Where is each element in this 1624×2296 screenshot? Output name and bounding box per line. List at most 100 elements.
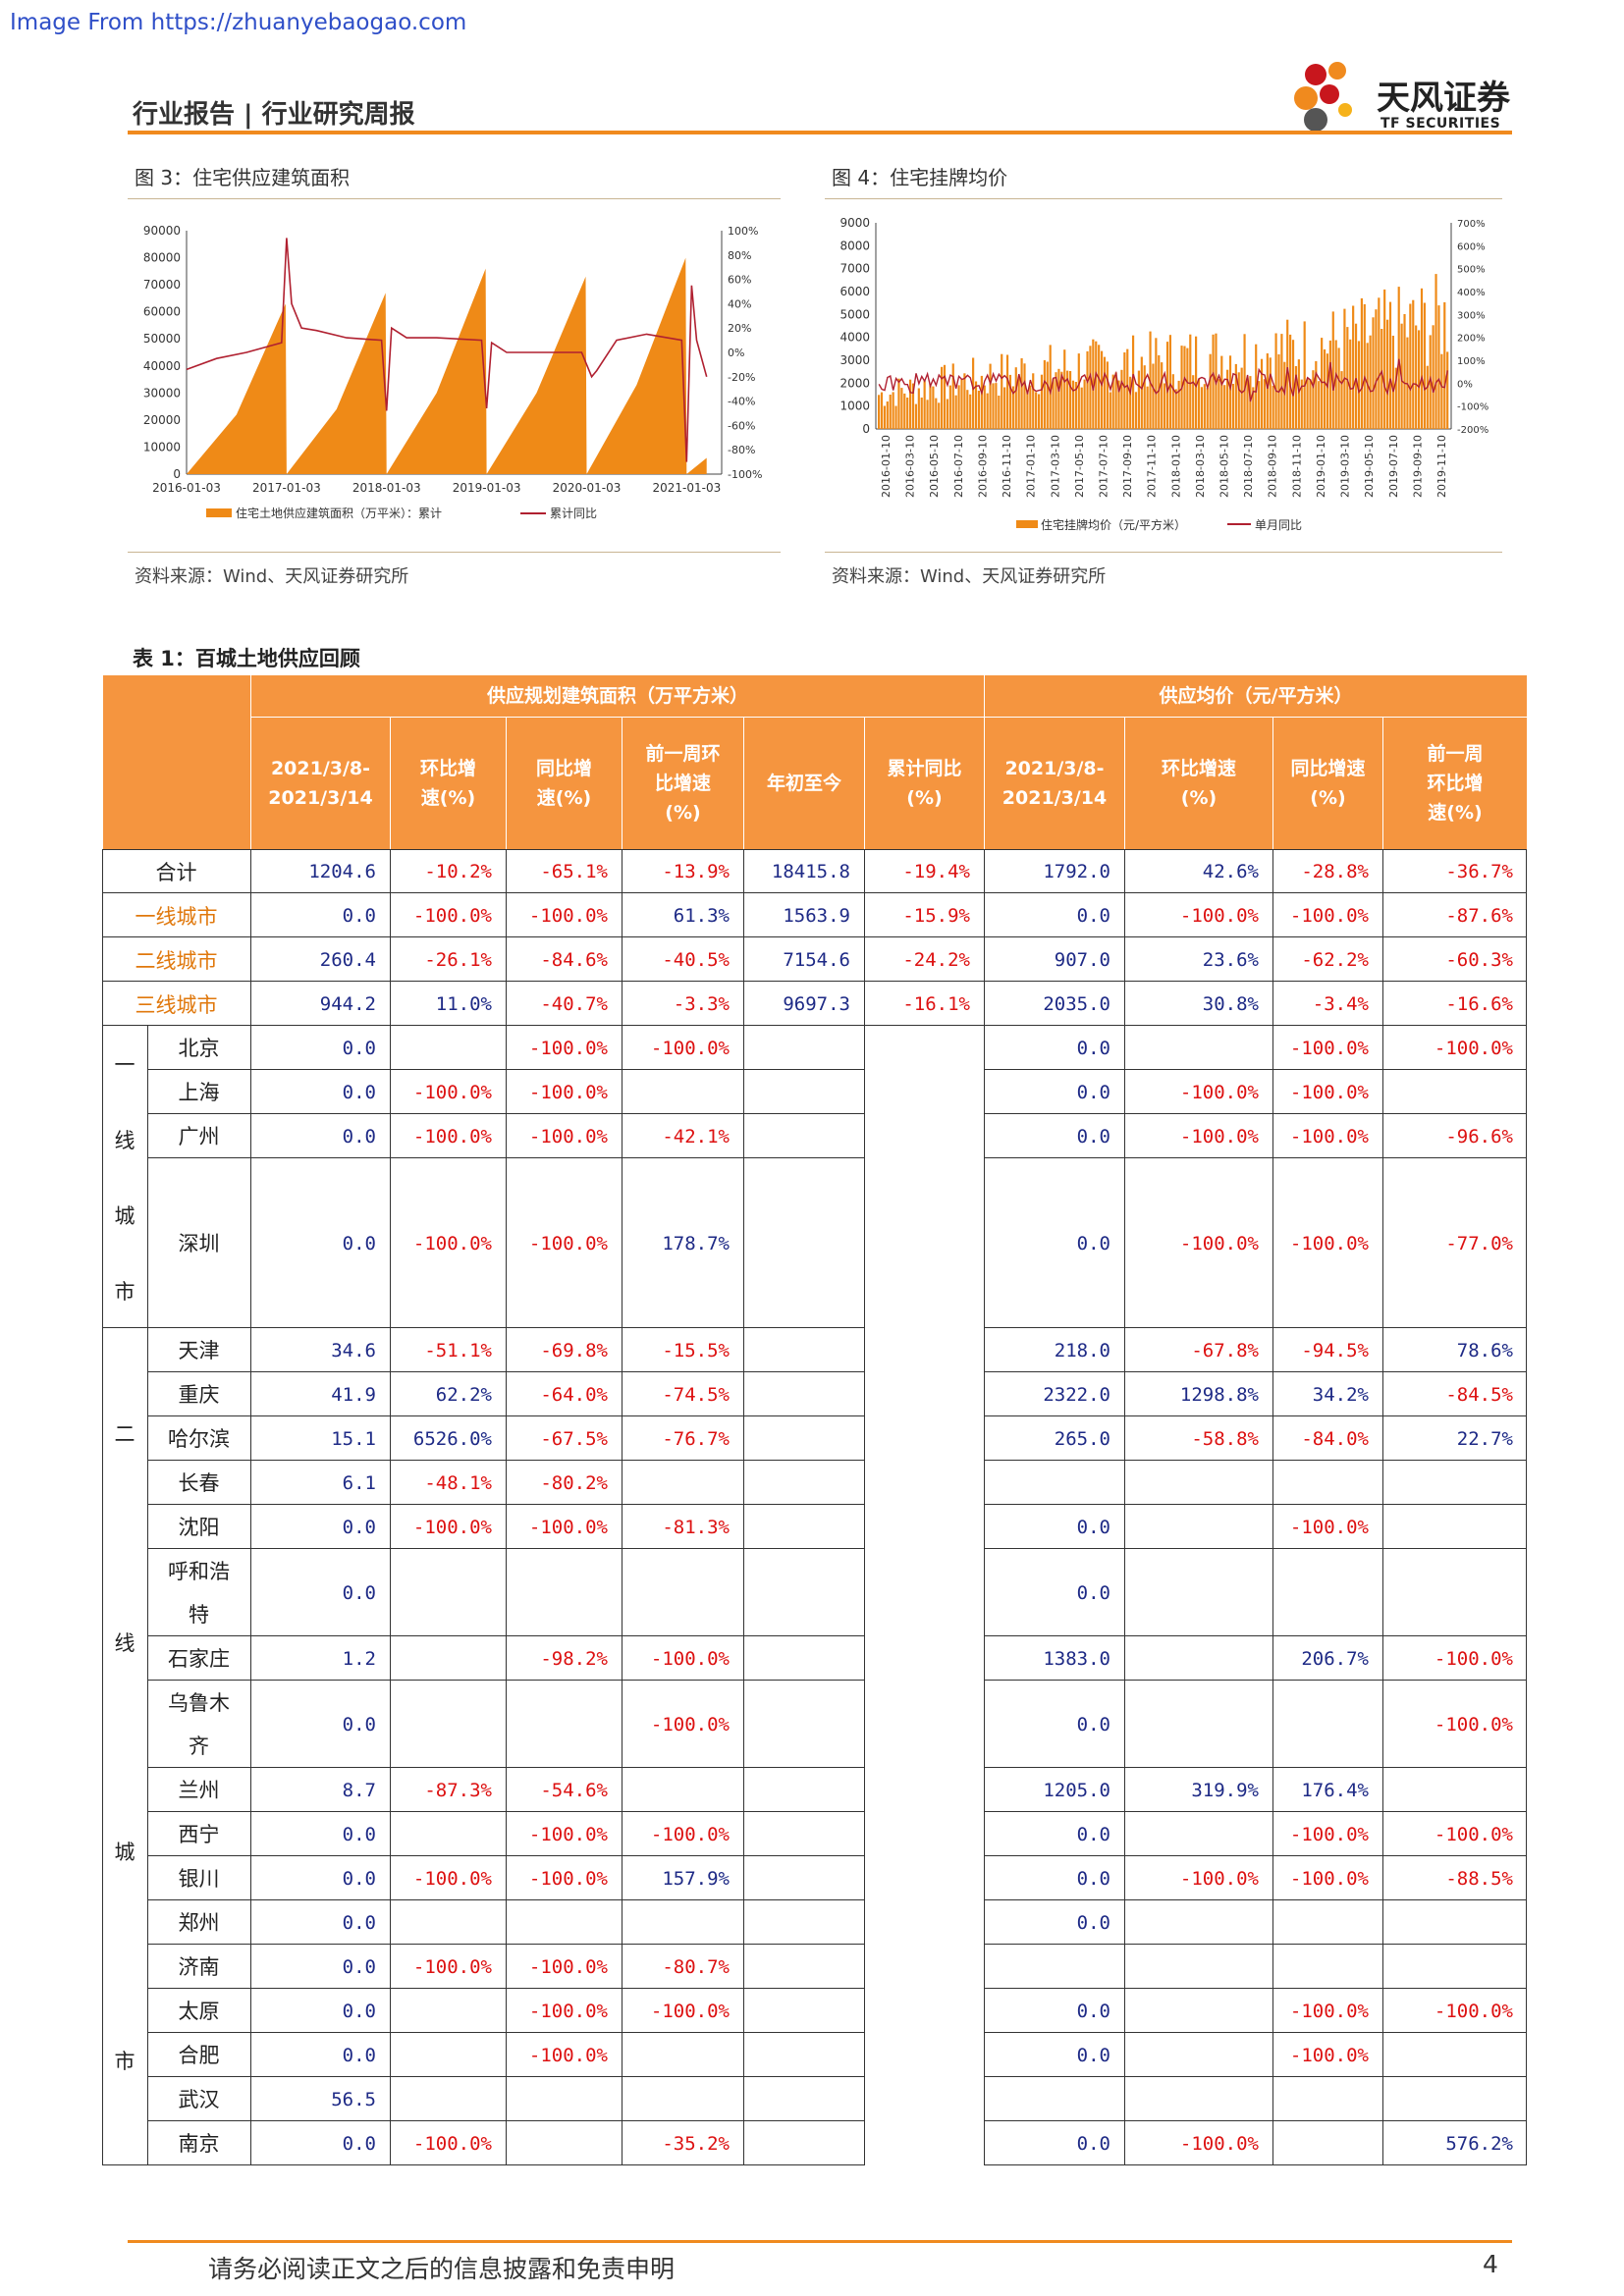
price-bar (1440, 353, 1443, 429)
header-group-supply-area: 供应规划建筑面积（万平方米） (250, 674, 984, 717)
row-rule (984, 1548, 1527, 1549)
price-bar (1237, 372, 1240, 429)
price-bar (1026, 390, 1029, 429)
y-left-tick-label: 10000 (143, 440, 181, 454)
price-bar (1286, 319, 1289, 429)
y-right-tick-label: 60% (728, 274, 751, 287)
city-row-cell: 265.0 (1054, 1427, 1110, 1450)
price-bar (1095, 341, 1098, 429)
x-tick-label: 2019-03-10 (1339, 435, 1352, 498)
city-row-cell: 0.0 (1076, 1823, 1110, 1845)
city-row-cell: 34.6 (331, 1339, 376, 1362)
figure4-source: 资料来源：Wind、天风证券研究所 (832, 566, 1107, 587)
price-bar (1131, 335, 1135, 429)
city-name: 上海 (178, 1080, 220, 1104)
summary-row-cell: -3.4% (1312, 992, 1369, 1015)
summary-row-cell: 0.0 (342, 904, 376, 927)
price-bar (943, 364, 947, 429)
legend-label-bar: 住宅挂牌均价（元/平方米） (1041, 517, 1186, 532)
city-row-cell: 0.0 (1076, 1516, 1110, 1538)
price-bar (900, 388, 903, 429)
price-bar (1354, 323, 1358, 429)
row-rule (984, 1069, 1527, 1070)
city-row-cell: -100.0% (528, 1037, 608, 1059)
column-header-line: 2021/3/8- (1004, 758, 1105, 779)
price-bar (909, 379, 912, 429)
price-bar (974, 381, 978, 429)
city-row-cell: -100.0% (1179, 1081, 1259, 1103)
price-bar (1197, 378, 1201, 429)
price-bar (1126, 348, 1129, 429)
summary-row-cell: 18415.8 (771, 860, 850, 882)
price-bar (1086, 350, 1089, 429)
row-rule (984, 1504, 1527, 1505)
price-bar (886, 401, 889, 429)
row-rule (984, 1157, 1527, 1158)
figure3-source: 资料来源：Wind、天风证券研究所 (135, 566, 409, 587)
x-tick-label: 2017-01-10 (1025, 435, 1038, 498)
summary-row-cell: 61.3% (673, 904, 730, 927)
y-left-tick-label: 6000 (839, 285, 870, 298)
city-row-cell: -77.0% (1445, 1232, 1513, 1255)
price-bar (989, 363, 992, 429)
price-bar (1291, 340, 1295, 429)
price-bar (911, 383, 915, 429)
price-bar (1146, 386, 1149, 429)
column-header: 2021/3/8- 2021/3/14 (984, 717, 1124, 849)
summary-row-cell: 260.4 (319, 948, 376, 971)
figure4-title: 图 4：住宅挂牌均价 (832, 166, 1008, 189)
price-bar (1369, 335, 1372, 429)
price-bar (1300, 379, 1303, 429)
price-bar (1120, 369, 1123, 429)
city-row-cell: -84.5% (1445, 1383, 1513, 1406)
price-bar (1412, 299, 1415, 429)
summary-row-cell: 0.0 (1076, 904, 1110, 927)
x-tick-label: 2019-07-10 (1387, 435, 1400, 498)
col-rule (250, 849, 251, 2165)
x-tick-label: 2016-03-10 (904, 435, 917, 498)
y-right-tick-label: -40% (728, 396, 755, 408)
column-header-line: 速(%) (536, 787, 592, 809)
price-bar (1209, 353, 1212, 429)
column-header: 2021/3/8- 2021/3/14 (250, 717, 390, 849)
price-bar (1083, 379, 1086, 429)
city-row-cell: 1.2 (342, 1647, 376, 1670)
city-row-cell: 178.7% (662, 1232, 730, 1255)
city-row-cell: 0.0 (1076, 1125, 1110, 1148)
price-bar (1011, 386, 1014, 429)
city-name: 深圳 (178, 1231, 220, 1255)
price-bar (1023, 363, 1026, 429)
price-bar (1297, 359, 1300, 429)
city-row-cell: -100.0% (528, 2044, 608, 2066)
column-header-line: 速(%) (420, 787, 476, 809)
price-bar (972, 357, 975, 429)
price-bar (1066, 370, 1069, 429)
group-label-char: 二 (114, 1421, 135, 1446)
price-bar (878, 395, 881, 429)
header-group-avg-price: 供应均价（元/平方米） (984, 674, 1527, 717)
price-bar (1220, 355, 1223, 429)
price-bar (1043, 359, 1046, 429)
summary-row-cell: 907.0 (1054, 948, 1110, 971)
x-tick-label: 2019-11-10 (1435, 435, 1448, 498)
city-row-cell: -80.2% (540, 1471, 608, 1494)
city-row-cell: -100.0% (1179, 1232, 1259, 1255)
city-row-cell: -100.0% (1289, 2000, 1369, 2022)
city-row-cell: -100.0% (1179, 1125, 1259, 1148)
summary-row-cell: -100.0% (412, 904, 492, 927)
column-header-line: 环比增 (419, 758, 476, 779)
price-bar (1331, 311, 1334, 429)
row-rule (102, 981, 1527, 982)
price-bar (1318, 381, 1321, 429)
y-left-tick-label: 0 (862, 422, 870, 436)
city-row-cell: -100.0% (412, 1955, 492, 1978)
y-left-tick-label: 0 (173, 467, 181, 481)
summary-row-cell: 1204.6 (308, 860, 376, 882)
price-bar (1246, 378, 1249, 429)
city-row-cell: -96.6% (1445, 1125, 1513, 1148)
summary-row-cell: -10.2% (424, 860, 492, 882)
price-bar (883, 405, 886, 429)
city-row-cell: 0.0 (342, 1581, 376, 1604)
series-line-yoy (186, 238, 708, 462)
city-name: 沈阳 (178, 1515, 220, 1539)
